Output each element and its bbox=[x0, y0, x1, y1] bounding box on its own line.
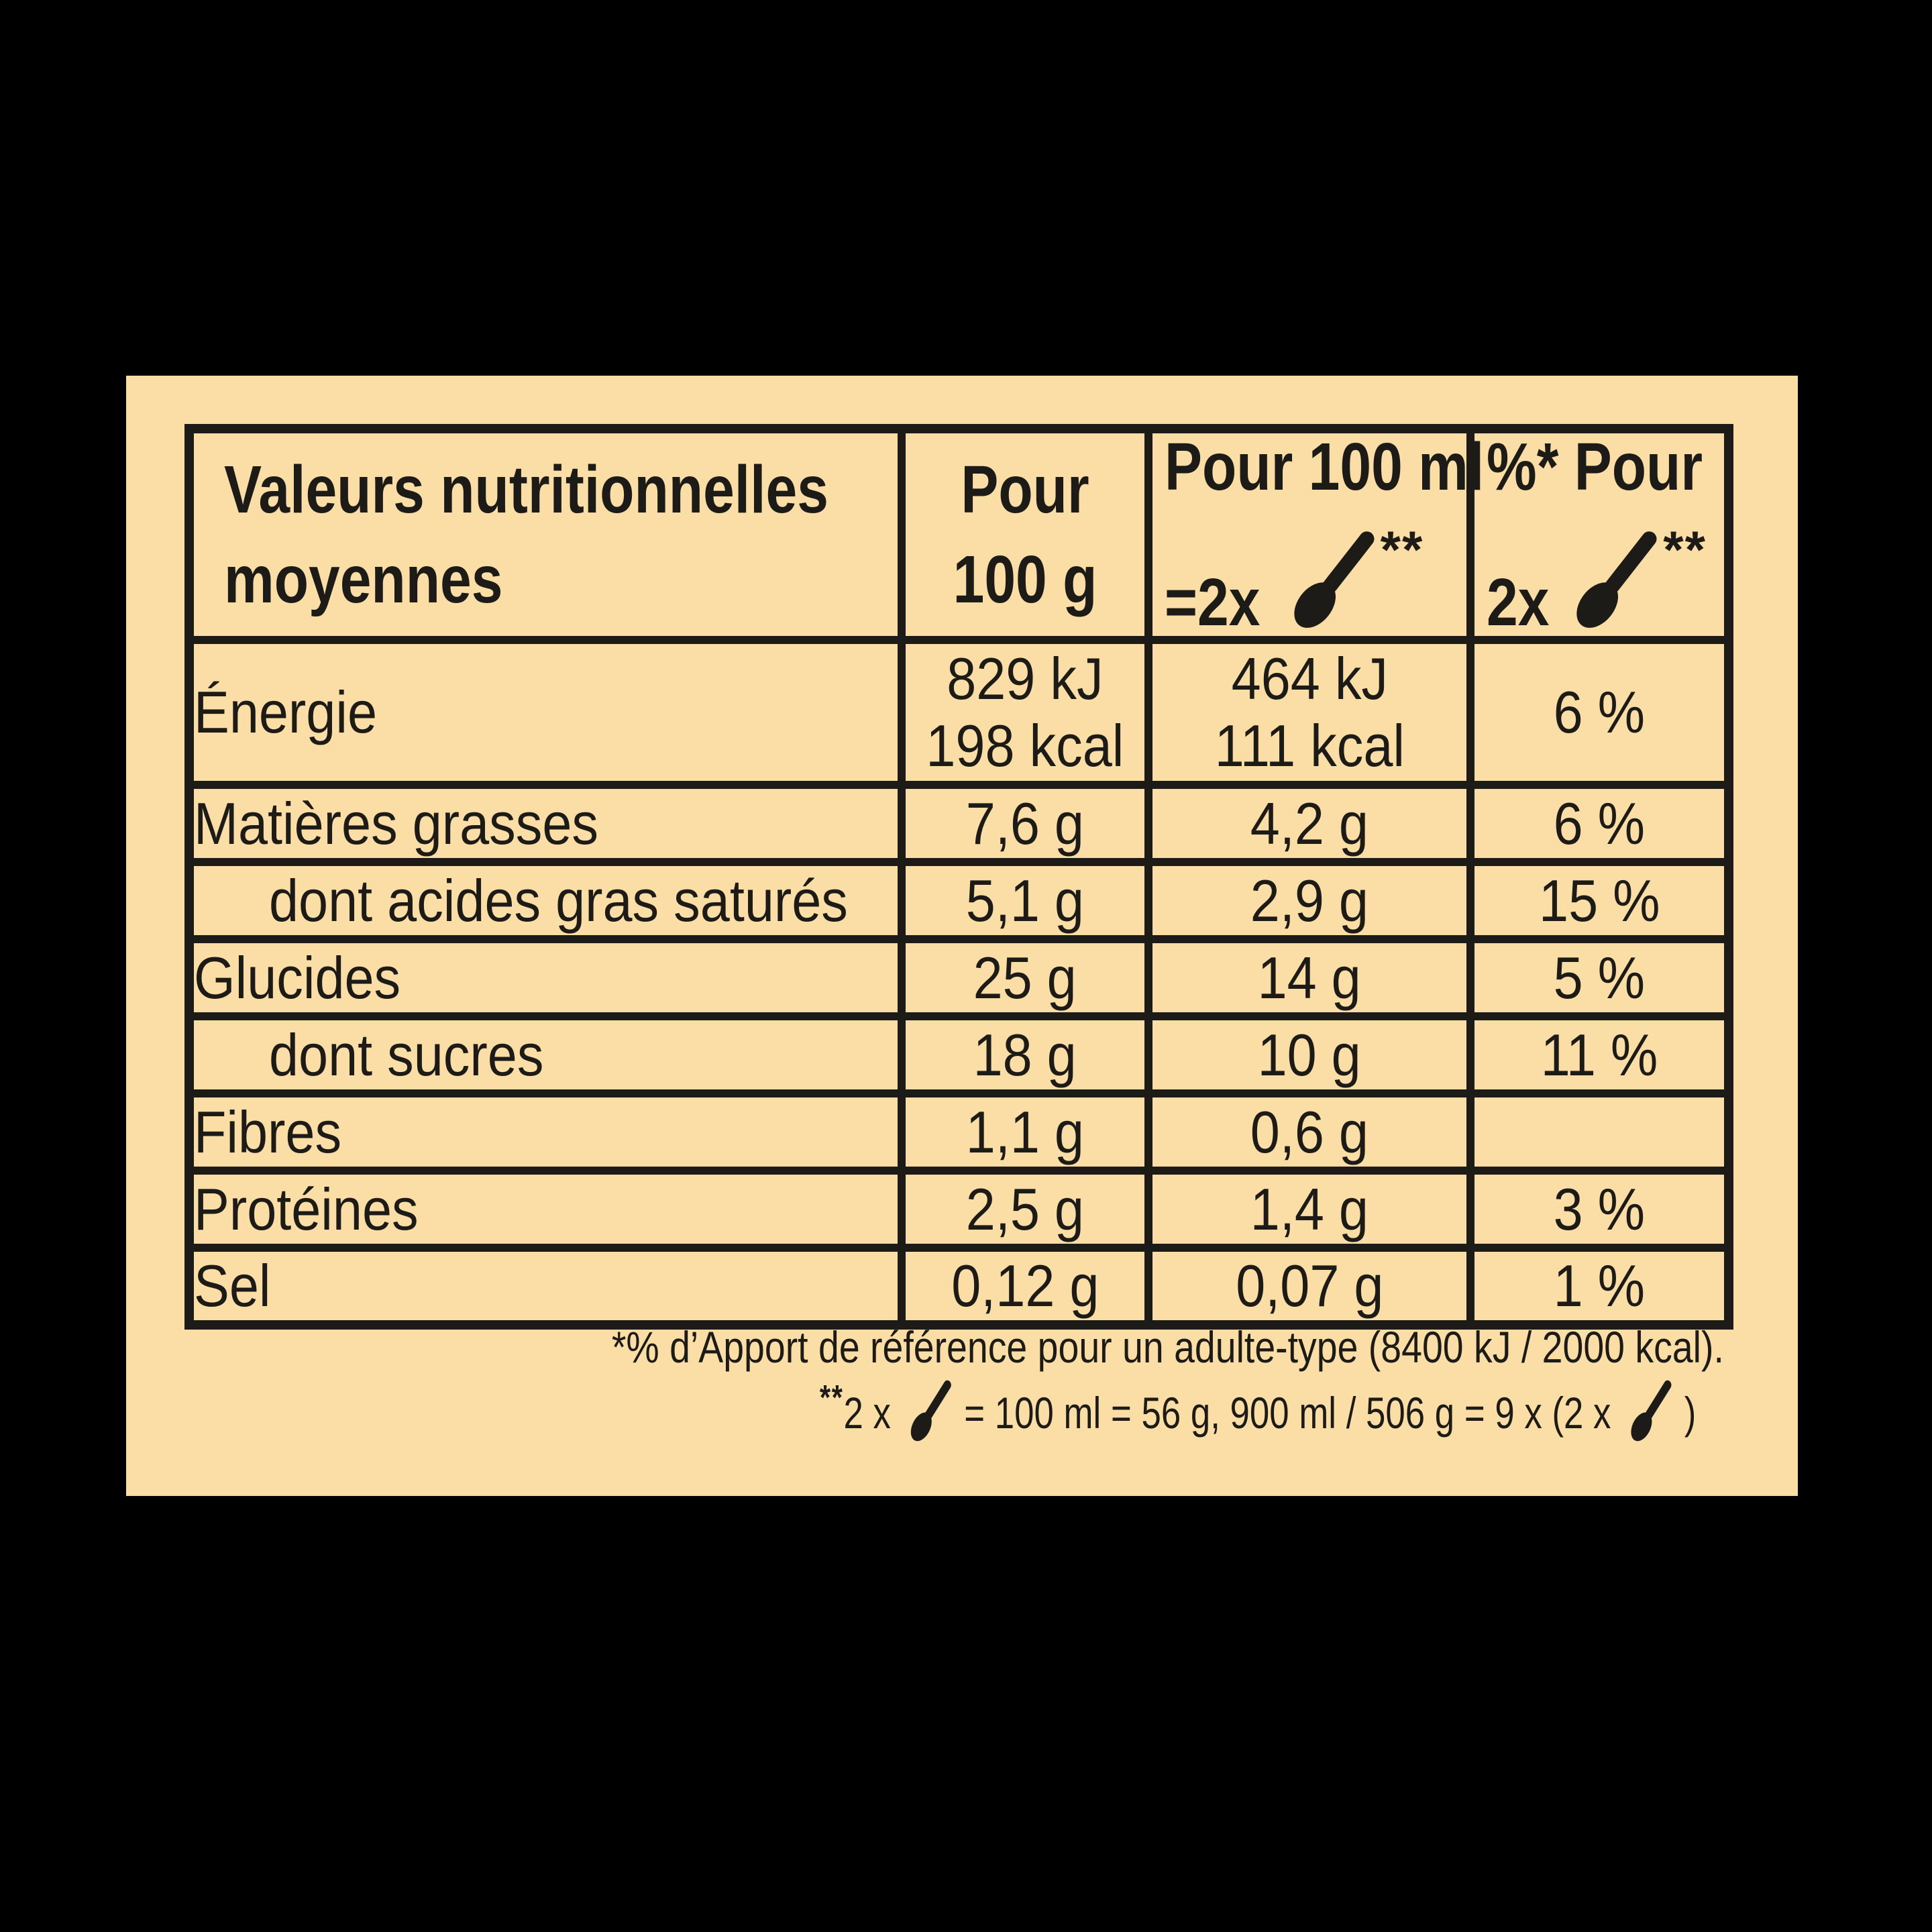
row-percent: 3 % bbox=[1466, 1167, 1733, 1252]
row-label: dont sucres bbox=[185, 1012, 906, 1097]
table-title-line1: Valeurs nutritionnelles bbox=[224, 452, 828, 527]
header-per100ml-asterisks: ** bbox=[1380, 520, 1424, 579]
row-per100g: 18 g bbox=[898, 1012, 1152, 1097]
nutrition-table: Valeurs nutritionnelles moyennes Pour 10… bbox=[184, 424, 1733, 1330]
footnote-part3: ) bbox=[1674, 1388, 1697, 1438]
spoon-icon bbox=[1626, 1375, 1677, 1446]
footnote-spoon-equivalence: ** 2 x = 100 ml = 56 g, 900 ml / 506 g = … bbox=[492, 1375, 1724, 1446]
footnote-part2: = 100 ml = 56 g, 900 ml / 506 g = 9 x (2… bbox=[954, 1388, 1621, 1438]
header-per100g-line1: Pour bbox=[961, 452, 1089, 527]
spoon-icon bbox=[1568, 522, 1668, 636]
row-percent: 1 % bbox=[1466, 1244, 1733, 1329]
row-per100g: 7,6 g bbox=[898, 781, 1152, 866]
header-per100ml-line1: Pour 100 ml bbox=[1165, 429, 1485, 504]
row-per100ml: 2,9 g bbox=[1144, 858, 1474, 943]
row-label: Fibres bbox=[185, 1089, 906, 1175]
header-percent-asterisks: ** bbox=[1663, 520, 1707, 579]
row-percent: 5 % bbox=[1466, 935, 1733, 1020]
header-per100ml-cell: Pour 100 ml =2x ** bbox=[1144, 425, 1485, 644]
row-per100ml: 464 kJ 111 kcal bbox=[1144, 636, 1474, 789]
row-percent: 11 % bbox=[1466, 1012, 1733, 1097]
row-label: Sel bbox=[185, 1244, 906, 1329]
row-per100ml: 1,4 g bbox=[1144, 1167, 1474, 1252]
header-percent-line1: %* Pour bbox=[1487, 429, 1703, 504]
header-per100g-line2: 100 g bbox=[953, 542, 1097, 617]
row-per100ml: 4,2 g bbox=[1144, 781, 1474, 866]
header-percent-prefix: 2x bbox=[1487, 565, 1550, 640]
footnotes: *% d’Apport de référence pour un adulte-… bbox=[184, 1313, 1724, 1446]
table-row-glucides: Glucides 25 g 14 g 5 % bbox=[185, 935, 1733, 1020]
header-per100g-cell: Pour 100 g bbox=[898, 425, 1152, 644]
header-percent-cell: %* Pour 2x ** bbox=[1466, 425, 1733, 644]
table-row-proteines: Protéines 2,5 g 1,4 g 3 % bbox=[185, 1167, 1733, 1252]
row-per100g: 2,5 g bbox=[898, 1167, 1152, 1252]
row-per100ml: 10 g bbox=[1144, 1012, 1474, 1097]
row-per100g: 5,1 g bbox=[898, 858, 1152, 943]
table-row-acides-gras-satures: dont acides gras saturés 5,1 g 2,9 g 15 … bbox=[185, 858, 1733, 943]
row-percent: 6 % bbox=[1466, 636, 1733, 789]
nutrition-panel: Valeurs nutritionnelles moyennes Pour 10… bbox=[126, 376, 1798, 1496]
row-per100ml: 0,07 g bbox=[1144, 1244, 1474, 1329]
footnote-part1: 2 x bbox=[843, 1388, 901, 1438]
header-per100ml-prefix: =2x bbox=[1165, 565, 1260, 640]
row-label: Protéines bbox=[185, 1167, 906, 1252]
table-row-energie: Énergie 829 kJ 198 kcal 464 kJ 111 kcal … bbox=[185, 636, 1733, 789]
table-row-sucres: dont sucres 18 g 10 g 11 % bbox=[185, 1012, 1733, 1097]
row-label: Glucides bbox=[185, 935, 906, 1020]
spoon-icon bbox=[1285, 522, 1385, 636]
row-percent: 15 % bbox=[1466, 858, 1733, 943]
row-per100g: 1,1 g bbox=[898, 1089, 1152, 1175]
spoon-icon bbox=[906, 1375, 957, 1446]
row-per100g: 0,12 g bbox=[898, 1244, 1152, 1329]
row-per100ml: 14 g bbox=[1144, 935, 1474, 1020]
table-row-sel: Sel 0,12 g 0,07 g 1 % bbox=[185, 1244, 1733, 1329]
row-per100g: 829 kJ 198 kcal bbox=[898, 636, 1152, 789]
row-label: Énergie bbox=[185, 636, 906, 789]
header-title-cell: Valeurs nutritionnelles moyennes bbox=[185, 425, 906, 644]
row-percent: 6 % bbox=[1466, 781, 1733, 866]
footnote-asterisks: ** bbox=[819, 1379, 844, 1417]
header-row: Valeurs nutritionnelles moyennes Pour 10… bbox=[185, 425, 1733, 644]
table-row-fibres: Fibres 1,1 g 0,6 g bbox=[185, 1089, 1733, 1175]
row-label: dont acides gras saturés bbox=[185, 858, 906, 943]
table-row-matieres-grasses: Matières grasses 7,6 g 4,2 g 6 % bbox=[185, 781, 1733, 866]
row-label: Matières grasses bbox=[185, 781, 906, 866]
table-title-line2: moyennes bbox=[224, 542, 503, 617]
footnote-reference-intake: *% d’Apport de référence pour un adulte-… bbox=[611, 1322, 1724, 1372]
row-per100g: 25 g bbox=[898, 935, 1152, 1020]
row-per100ml: 0,6 g bbox=[1144, 1089, 1474, 1175]
row-percent bbox=[1466, 1089, 1733, 1175]
